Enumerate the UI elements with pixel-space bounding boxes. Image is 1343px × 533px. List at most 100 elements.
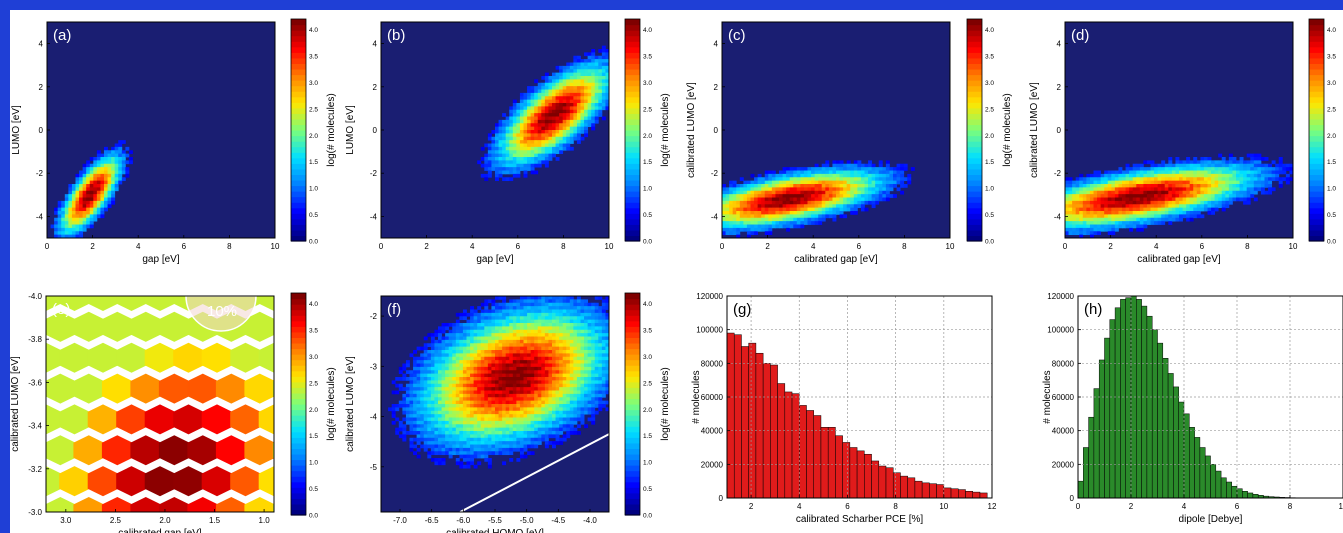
- heatmap-cell: [459, 363, 464, 368]
- heatmap-cell: [1075, 227, 1080, 232]
- heatmap-cell: [445, 353, 450, 358]
- heatmap-cell: [427, 427, 432, 432]
- heatmap-cell: [573, 119, 578, 124]
- heatmap-cell: [495, 360, 499, 364]
- heatmap-cell: [825, 173, 830, 178]
- heatmap-cell: [562, 130, 567, 134]
- heatmap-cell: [537, 360, 542, 364]
- heatmap-cell: [552, 143, 556, 148]
- heatmap-cell: [430, 387, 435, 391]
- heatmap-cell: [789, 190, 794, 195]
- heatmap-cell: [843, 184, 848, 188]
- heatmap-cell: [803, 184, 808, 188]
- heatmap-cell: [87, 296, 119, 311]
- heatmap-cell: [1253, 177, 1258, 182]
- heatmap-cell: [594, 99, 599, 104]
- heatmap-cell: [757, 177, 762, 182]
- heatmap-cell: [1118, 214, 1123, 219]
- heatmap-cell: [587, 62, 592, 67]
- heatmap-cell: [739, 224, 744, 229]
- heatmap-cell: [430, 447, 435, 452]
- heatmap-cell: [462, 441, 467, 445]
- heatmap-cell: [1079, 231, 1084, 236]
- heatmap-cell: [512, 143, 517, 148]
- heatmap-cell: [889, 180, 894, 185]
- heatmap-cell: [1079, 180, 1084, 185]
- colorbar-tick-label: 3.5: [643, 54, 652, 61]
- colorbar-segment: [967, 68, 982, 76]
- heatmap-cell: [864, 207, 869, 212]
- heatmap-cell: [477, 363, 482, 368]
- heatmap-cell: [1253, 170, 1258, 175]
- heatmap-cell: [1150, 207, 1155, 212]
- heatmap-cell: [423, 427, 428, 432]
- heatmap-cell: [1200, 190, 1205, 195]
- heatmap-cell: [491, 140, 496, 144]
- heatmap-cell: [576, 99, 581, 104]
- heatmap-cell: [836, 173, 840, 178]
- heatmap-cell: [100, 160, 105, 165]
- heatmap-cell: [530, 103, 535, 107]
- heatmap-cell: [462, 366, 467, 371]
- heatmap-cell: [1143, 190, 1148, 195]
- heatmap-cell: [527, 437, 532, 442]
- heatmap-cell: [729, 231, 734, 236]
- heatmap-cell: [498, 366, 503, 371]
- heatmap-cell: [836, 211, 840, 215]
- heatmap-cell: [1196, 204, 1201, 209]
- heatmap-cell: [732, 197, 737, 202]
- colorbar-segment: [291, 52, 306, 59]
- heatmap-cell: [1164, 194, 1169, 198]
- heatmap-cell: [498, 447, 503, 452]
- heatmap-cell: [530, 370, 535, 375]
- heatmap-cell: [530, 302, 535, 307]
- heatmap-cell: [530, 400, 535, 405]
- heatmap-cell: [459, 404, 464, 408]
- heatmap-cell: [1100, 221, 1105, 225]
- heatmap-cell: [534, 424, 539, 429]
- heatmap-cell: [484, 316, 489, 321]
- heatmap-cell: [743, 214, 748, 219]
- heatmap-cell: [509, 451, 514, 456]
- heatmap-cell: [523, 444, 528, 449]
- heatmap-cell: [1228, 190, 1233, 195]
- heatmap-cell: [1211, 184, 1216, 188]
- heatmap-cell: [519, 136, 524, 141]
- heatmap-cell: [64, 211, 69, 215]
- heatmap-cell: [836, 187, 840, 192]
- heatmap-cell: [125, 153, 130, 158]
- heatmap-cell: [448, 377, 453, 381]
- heatmap-cell: [441, 350, 446, 354]
- heatmap-cell: [438, 356, 442, 361]
- heatmap-cell: [445, 444, 450, 449]
- heatmap-cell: [594, 119, 599, 124]
- heatmap-cell: [509, 299, 514, 304]
- heatmap-cell: [89, 180, 94, 185]
- heatmap-cell: [448, 437, 453, 442]
- heatmap-cell: [416, 417, 421, 422]
- y-tick-label: 2: [39, 83, 44, 92]
- heatmap-cell: [93, 160, 98, 165]
- heatmap-cell: [569, 136, 574, 141]
- heatmap-cell: [1168, 211, 1173, 215]
- heatmap-cell: [1232, 190, 1237, 195]
- heatmap-cell: [1171, 194, 1176, 198]
- heatmap-cell: [470, 333, 475, 337]
- heatmap-cell: [438, 393, 442, 398]
- heatmap-cell: [523, 329, 528, 334]
- heatmap-cell: [793, 170, 798, 175]
- heatmap-cell: [107, 170, 112, 175]
- heatmap-cell: [519, 377, 524, 381]
- heatmap-cell: [512, 363, 517, 368]
- heatmap-cell: [1157, 211, 1162, 215]
- heatmap-cell: [732, 207, 737, 212]
- heatmap-cell: [516, 146, 521, 151]
- heatmap-cell: [516, 160, 521, 165]
- heatmap-cell: [509, 170, 514, 175]
- heatmap-cell: [502, 346, 507, 351]
- heatmap-cell: [495, 333, 499, 337]
- heatmap-cell: [111, 157, 116, 161]
- heatmap-cell: [764, 187, 769, 192]
- heatmap-cell: [796, 224, 801, 229]
- heatmap-cell: [1136, 194, 1141, 198]
